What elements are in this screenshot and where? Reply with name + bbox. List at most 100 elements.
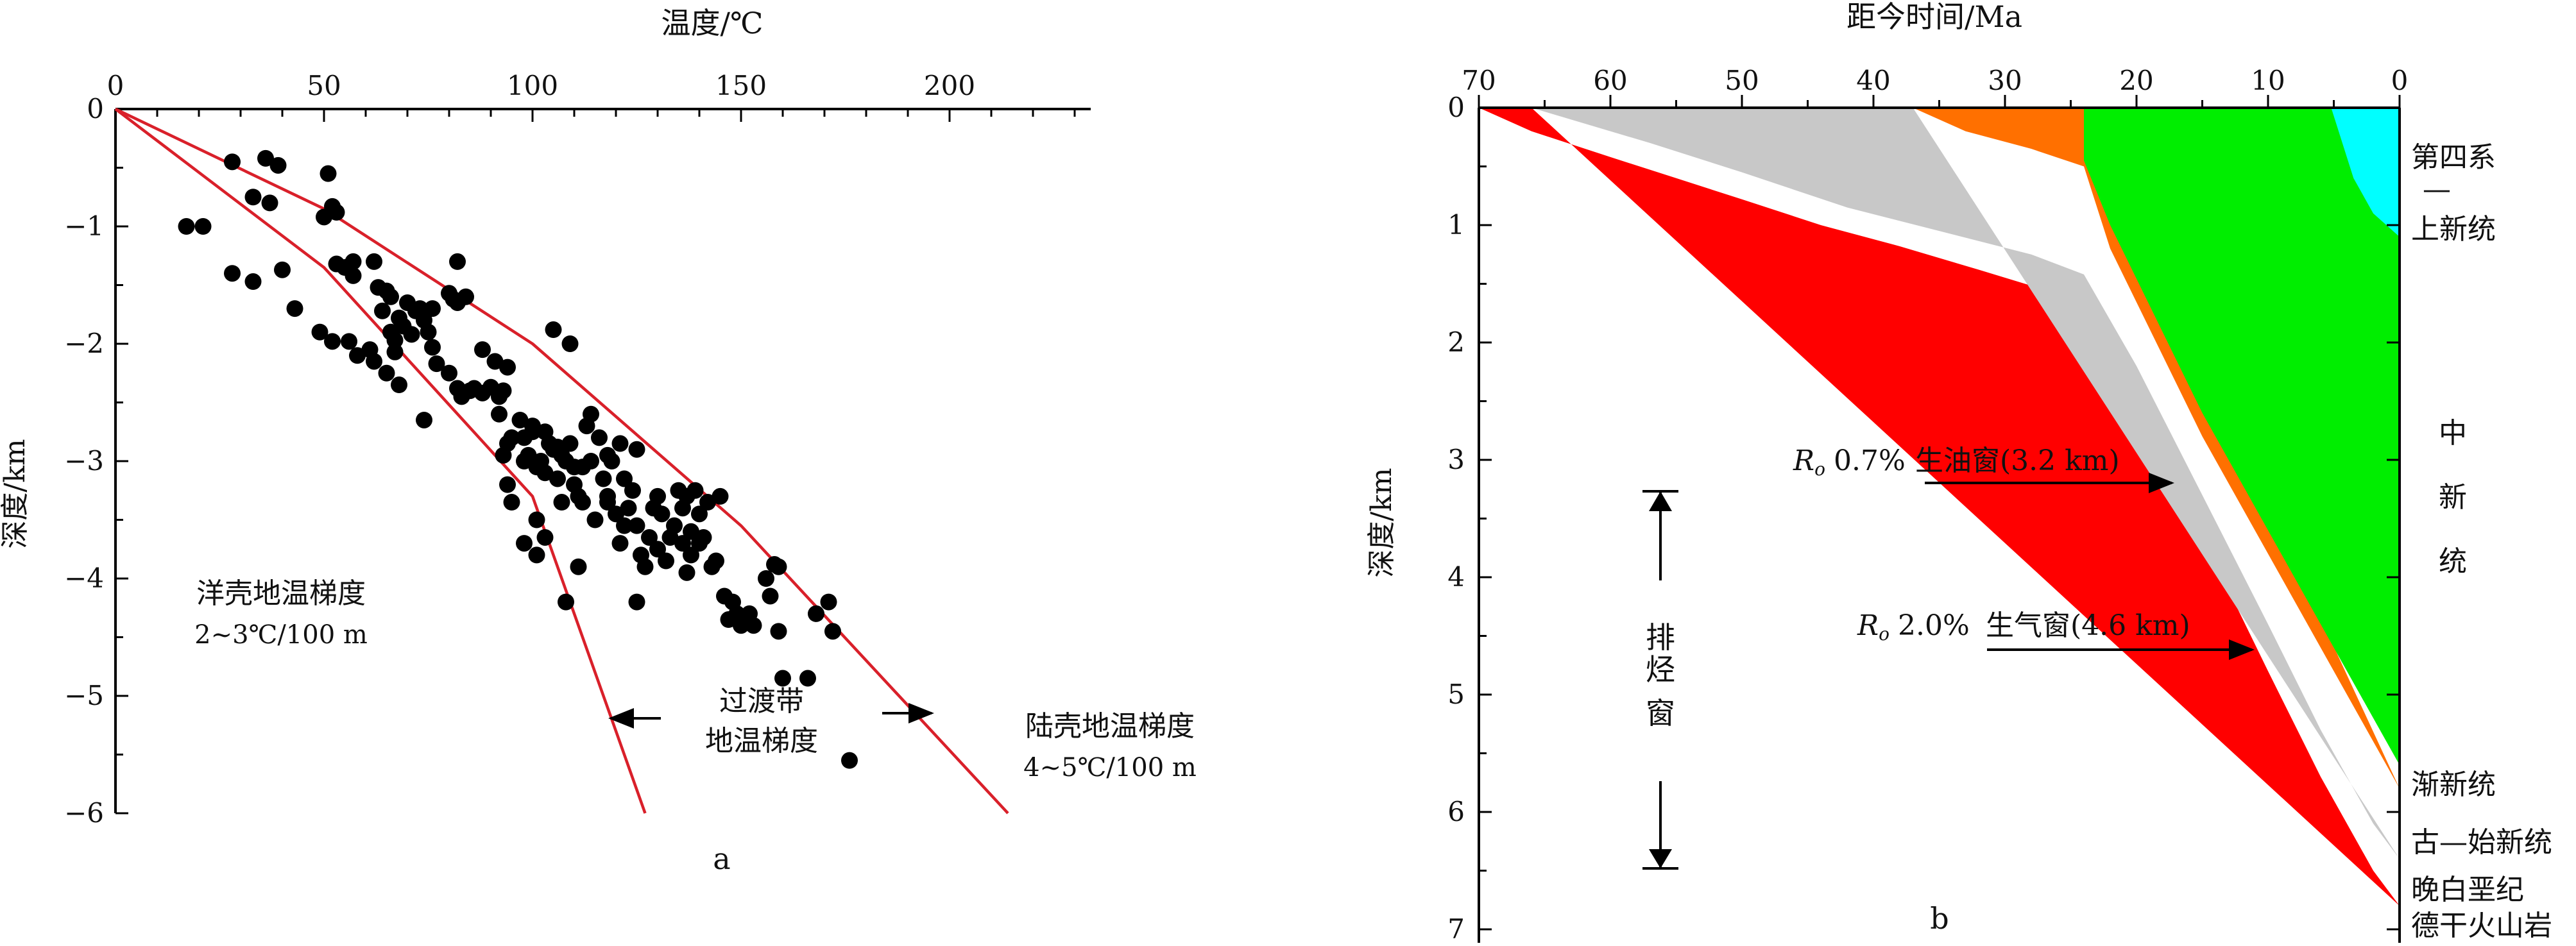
panel-a-data-point <box>516 535 533 552</box>
panel-b-y-tick-label: 7 <box>1447 913 1465 943</box>
panel-a-data-point <box>762 587 779 605</box>
panel-a-data-point <box>536 464 554 482</box>
panel-b-x-tick-label: 40 <box>1856 65 1890 96</box>
panel-a-data-point <box>595 470 612 487</box>
label-miocene-1: 中 <box>2439 417 2467 450</box>
label-miocene-2: 新 <box>2439 481 2467 514</box>
panel-a-data-point <box>683 546 699 564</box>
stratum-cretaceous <box>1479 108 2400 906</box>
panel-a-data-point <box>628 593 645 611</box>
panel-b-xlabel: 距今时间/Ma <box>1847 0 2022 34</box>
panel-a-data-point <box>583 453 599 469</box>
svg-text:排: 排 <box>1646 620 1675 655</box>
panel-a-data-point <box>841 752 858 769</box>
oil-window-annotation: Ro 0.7% 生油窗(3.2 km) <box>1793 444 2174 493</box>
svg-text:生气窗(4.6 km): 生气窗(4.6 km) <box>1986 609 2190 642</box>
panel-a-data-point <box>708 552 724 570</box>
panel-a-data-point <box>486 353 504 370</box>
panel-a-data-point <box>457 288 474 305</box>
panel-a-data-point <box>616 470 633 487</box>
panel-a-data-point <box>641 528 658 546</box>
svg-text:Ro: Ro <box>1793 444 1825 480</box>
panel-a-data-point <box>261 194 278 212</box>
panel-a-data-point <box>649 541 666 558</box>
panel-a-data-point <box>611 435 629 452</box>
panel-a-data-point <box>257 149 274 167</box>
panel-a: 温度/℃ 深度/km 0 50 100 150 200 0 −1 −2 −3 −4 −5 −6 洋壳地… <box>0 6 1197 876</box>
panel-a-x-tick-label: 150 <box>715 70 767 101</box>
panel-a-x-tick-label: 200 <box>924 70 975 101</box>
panel-a-data-point <box>244 273 262 291</box>
panel-b-y-tick-label: 2 <box>1447 326 1465 358</box>
panel-a-data-point <box>536 528 554 546</box>
panel-b-label: b <box>1930 901 1949 936</box>
panel-a-data-point <box>620 500 637 517</box>
svg-text:生油窗(3.2 km): 生油窗(3.2 km) <box>1915 444 2120 477</box>
panel-a-data-point <box>386 332 404 349</box>
svg-text:烃: 烃 <box>1646 652 1675 687</box>
panel-a-label: a <box>713 841 730 876</box>
panel-a-gradient-lines <box>114 107 1009 815</box>
svg-text:2.0%: 2.0% <box>1898 609 1970 642</box>
panel-a-data-point <box>611 535 629 552</box>
panel-a-x-tick-label: 50 <box>307 70 341 101</box>
continental-gradient-label: 陆壳地温梯度 <box>1025 710 1195 743</box>
panel-b-y-tick-label: 5 <box>1447 679 1465 710</box>
panel-a-data-point <box>561 335 579 352</box>
panel-a-data-point <box>591 429 608 446</box>
panel-a-data-point <box>424 300 441 317</box>
panel-a-data-point <box>653 505 670 523</box>
panel-a-data-point <box>616 517 633 534</box>
panel-a-data-point <box>628 517 645 534</box>
panel-b-ylabel: 深度/km <box>1365 468 1398 577</box>
panel-b-y-tick-label: 3 <box>1447 444 1465 475</box>
panel-a-data-point <box>224 265 241 282</box>
panel-a-data-point <box>699 494 716 511</box>
label-quaternary: 第四系 <box>2411 141 2496 174</box>
panel-a-data-point <box>745 617 762 634</box>
label-miocene-3: 统 <box>2439 545 2467 578</box>
panel-b-x-tick-label: 0 <box>2391 65 2409 96</box>
stratum-miocene <box>2084 108 2400 765</box>
panel-a-data-point <box>628 441 645 458</box>
panel-a-data-point <box>687 482 704 499</box>
panel-a-y-tick-label: 0 <box>87 93 104 124</box>
panel-b-x-tick-label: 50 <box>1725 65 1759 96</box>
panel-a-data-point <box>449 253 466 270</box>
panel-a-data-point <box>428 355 445 373</box>
panel-a-data-point <box>178 218 195 235</box>
panel-a-data-point <box>774 670 791 687</box>
label-dash: — <box>2423 173 2451 206</box>
panel-a-data-point <box>503 494 520 511</box>
oceanic-gradient-label: 洋壳地温梯度 <box>196 577 366 610</box>
panel-a-data-point <box>524 423 541 441</box>
panel-a-data-point <box>441 364 457 382</box>
transition-gradient-label-2: 地温梯度 <box>705 725 818 757</box>
stratigraphy-labels: 第四系 — 上新统 中 新 统 渐新统 古—始新统 晚白垩纪 德干火山岩 <box>2411 141 2552 942</box>
panel-a-gradient-line-2 <box>115 107 1009 815</box>
panel-a-data-point <box>558 593 574 611</box>
panel-b-x-tick-label: 10 <box>2251 65 2285 96</box>
panel-a-y-tick-label: −3 <box>64 445 104 477</box>
panel-a-data-point <box>583 405 599 423</box>
panel-a-data-point <box>286 300 303 317</box>
panel-b-y-tick-label: 0 <box>1447 92 1465 123</box>
label-cretaceous: 晚白垩纪 <box>2411 874 2524 906</box>
label-deccan: 德干火山岩 <box>2411 909 2552 942</box>
panel-a-data-point <box>666 517 683 534</box>
panel-a-data-point <box>378 364 395 382</box>
label-pliocene: 上新统 <box>2411 213 2496 246</box>
panel-a-x-tick-label: 0 <box>107 70 124 101</box>
panel-a-data-point <box>674 535 691 552</box>
transition-gradient-label: 过渡带 <box>719 685 804 718</box>
panel-a-y-tick-label: −6 <box>64 797 104 829</box>
panel-b-y-tick-label: 1 <box>1447 209 1465 241</box>
panel-a-data-point <box>366 353 382 370</box>
panel-a-data-point <box>511 411 529 428</box>
panel-a-gradient-line-1 <box>114 108 647 814</box>
panel-a-data-point <box>403 326 420 343</box>
panel-a-data-point <box>528 511 545 528</box>
panel-b-x-tick-label: 60 <box>1593 65 1627 96</box>
panel-a-data-point <box>608 505 624 523</box>
panel-a-x-tick-label: 100 <box>507 70 558 101</box>
